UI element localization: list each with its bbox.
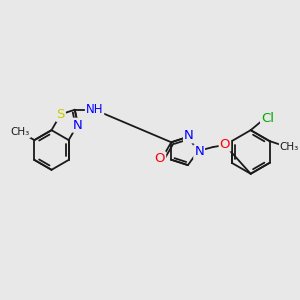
Text: CH₃: CH₃ bbox=[11, 127, 30, 137]
Text: CH₃: CH₃ bbox=[280, 142, 299, 152]
Text: S: S bbox=[56, 108, 65, 121]
Text: N: N bbox=[194, 146, 204, 158]
Text: O: O bbox=[220, 138, 230, 151]
Text: N: N bbox=[184, 129, 194, 142]
Text: NH: NH bbox=[86, 103, 103, 116]
Text: N: N bbox=[73, 119, 83, 132]
Text: O: O bbox=[154, 152, 165, 165]
Text: Cl: Cl bbox=[261, 112, 274, 125]
